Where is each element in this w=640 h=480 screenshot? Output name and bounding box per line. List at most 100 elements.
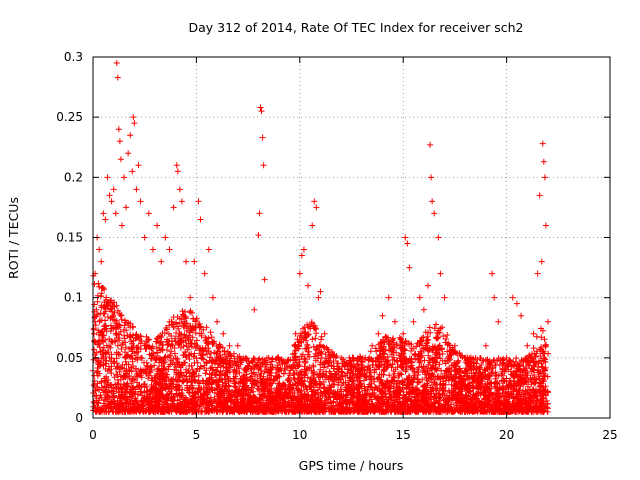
data-point xyxy=(534,270,541,277)
data-point xyxy=(149,246,156,253)
data-point xyxy=(178,198,185,205)
data-point xyxy=(538,258,545,265)
y-tick-label: 0.2 xyxy=(64,170,83,184)
data-point xyxy=(104,174,111,181)
data-point xyxy=(131,120,138,127)
data-point xyxy=(305,282,312,289)
data-point xyxy=(255,232,262,239)
data-point xyxy=(298,252,305,259)
data-point xyxy=(391,318,398,325)
data-point xyxy=(429,198,436,205)
data-point xyxy=(115,126,122,133)
x-tick-labels: 0 5 10 15 20 25 xyxy=(89,428,617,442)
data-point xyxy=(338,354,345,361)
y-tick-label: 0 xyxy=(75,411,83,425)
data-point xyxy=(214,318,221,325)
data-point xyxy=(544,318,551,325)
data-point xyxy=(117,156,124,163)
data-point xyxy=(541,174,548,181)
data-point xyxy=(542,222,549,229)
data-point xyxy=(315,294,322,301)
data-point xyxy=(286,378,293,385)
data-point xyxy=(98,258,105,265)
data-point xyxy=(296,270,303,277)
data-point xyxy=(220,330,227,337)
data-point xyxy=(96,246,103,253)
x-tick-label: 25 xyxy=(602,428,617,442)
data-point xyxy=(166,246,173,253)
data-point xyxy=(265,354,272,361)
data-point xyxy=(102,216,109,223)
data-point xyxy=(234,342,241,349)
data-point xyxy=(317,288,324,295)
data-point xyxy=(420,306,427,313)
y-tick-label: 0.25 xyxy=(56,110,83,124)
data-point xyxy=(402,234,409,241)
data-point xyxy=(130,114,137,121)
data-point xyxy=(425,282,432,289)
data-point xyxy=(243,354,250,361)
data-point xyxy=(451,342,458,349)
data-point xyxy=(435,234,442,241)
data-point xyxy=(509,294,516,301)
data-point xyxy=(385,294,392,301)
data-point xyxy=(154,222,161,229)
x-tick-label: 10 xyxy=(292,428,307,442)
x-tick-label: 5 xyxy=(193,428,201,442)
data-point xyxy=(379,312,386,319)
data-point xyxy=(513,300,520,307)
data-point xyxy=(518,312,525,319)
data-point xyxy=(431,210,438,217)
x-tick-label: 0 xyxy=(89,428,97,442)
noise-markers xyxy=(90,272,551,415)
data-point xyxy=(441,294,448,301)
data-point xyxy=(112,210,119,217)
data-point xyxy=(257,104,264,111)
data-point xyxy=(170,204,177,211)
data-point xyxy=(205,246,212,253)
data-point xyxy=(524,342,531,349)
data-point xyxy=(536,192,543,199)
y-tick-label: 0.3 xyxy=(64,50,83,64)
data-point xyxy=(428,174,435,181)
data-cloud xyxy=(90,272,551,415)
data-point xyxy=(540,158,547,165)
data-point xyxy=(276,366,283,373)
data-point xyxy=(491,294,498,301)
data-point xyxy=(400,330,407,337)
data-point xyxy=(503,354,510,361)
data-point xyxy=(260,162,267,169)
data-point xyxy=(313,204,320,211)
data-point xyxy=(437,270,444,277)
data-point xyxy=(173,162,180,169)
y-tick-labels: 0 0.05 0.1 0.15 0.2 0.25 0.3 xyxy=(56,50,83,425)
data-point xyxy=(183,258,190,265)
data-point xyxy=(261,276,268,283)
data-point xyxy=(311,198,318,205)
data-point xyxy=(197,216,204,223)
data-point xyxy=(482,342,489,349)
data-point xyxy=(410,318,417,325)
data-point xyxy=(309,222,316,229)
data-point xyxy=(489,270,496,277)
data-point xyxy=(113,60,120,67)
data-point xyxy=(141,234,148,241)
data-point xyxy=(137,198,144,205)
data-point xyxy=(358,366,365,373)
data-point xyxy=(348,360,355,367)
data-point xyxy=(127,132,134,139)
data-point xyxy=(100,210,107,217)
data-point xyxy=(201,270,208,277)
chart-title: Day 312 of 2014, Rate Of TEC Index for r… xyxy=(189,20,524,35)
data-point xyxy=(209,294,216,301)
data-point xyxy=(404,240,411,247)
y-tick-label: 0.05 xyxy=(56,351,83,365)
data-point xyxy=(195,198,202,205)
data-point xyxy=(369,342,376,349)
data-point xyxy=(226,342,233,349)
data-point xyxy=(539,140,546,147)
data-point xyxy=(530,330,537,337)
data-point xyxy=(106,192,113,199)
data-point xyxy=(406,264,413,271)
data-point xyxy=(375,330,382,337)
